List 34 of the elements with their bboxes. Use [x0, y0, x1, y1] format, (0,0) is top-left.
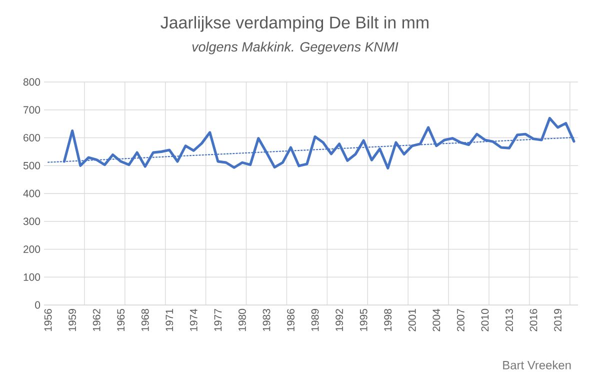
y-tick-label: 600	[24, 134, 40, 142]
x-tick-label: 1959	[68, 309, 76, 331]
x-tick-label: 1995	[360, 308, 368, 331]
y-tick-label: 200	[24, 246, 40, 253]
x-tick-label: 2010	[481, 308, 489, 332]
text: Bart Vreeken	[503, 360, 571, 370]
x-tick-label: 1989	[311, 309, 319, 331]
y-tick-label: 0	[35, 301, 40, 309]
x-tick-label: 2004	[432, 308, 440, 332]
x-tick-label: 2007	[456, 309, 464, 332]
x-tick-label: 1965	[117, 308, 125, 331]
x-tick-label: 1962	[92, 309, 100, 331]
x-tick-label: 2001	[408, 309, 416, 332]
x-tick-label: 1977	[214, 309, 222, 331]
x-tick-label: 1968	[141, 308, 149, 331]
y-tick-label: 300	[23, 218, 40, 226]
x-tick-label: 1986	[287, 308, 294, 331]
x-tick-label: 1974	[190, 308, 198, 331]
x-tick-label: 1983	[262, 308, 270, 331]
x-tick-label: 2019	[554, 309, 562, 332]
y-tick-label: 700	[24, 106, 40, 114]
x-tick-label: 2013	[506, 308, 513, 332]
y-tick-label: 500	[23, 162, 40, 170]
y-tick-label: 800	[23, 78, 40, 86]
chart-subtitle: volgens Makkink. Gegevens KNMI	[192, 42, 398, 54]
x-tick-label: 1998	[384, 308, 392, 331]
y-tick-label: 100	[24, 273, 40, 281]
x-tick-label: 2016	[530, 308, 538, 332]
x-tick-label: 1980	[238, 308, 246, 331]
chart-title: Jaarlijkse verdamping De Bilt in mm	[160, 16, 428, 32]
x-tick-label: 1956	[44, 308, 52, 331]
x-tick-label: 1971	[166, 309, 174, 331]
y-tick-label: 400	[23, 190, 40, 198]
x-tick-label: 1992	[336, 309, 344, 331]
